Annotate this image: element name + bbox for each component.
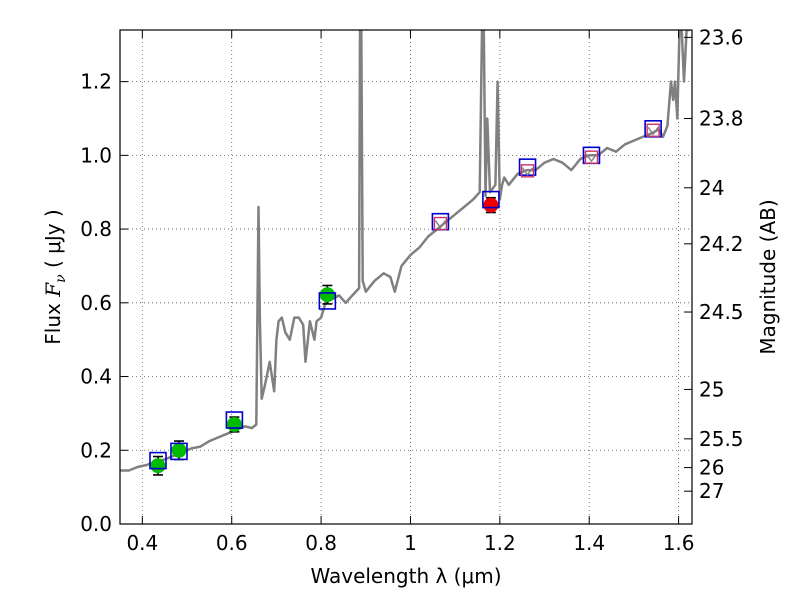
y-tick-label: 0.0 xyxy=(80,512,112,536)
upper-limit-arrow xyxy=(434,220,446,229)
mag-tick-label: 25 xyxy=(699,377,724,401)
mag-tick-label: 26 xyxy=(699,456,724,480)
mag-tick-label: 23.8 xyxy=(699,106,744,130)
axes-frame xyxy=(119,29,693,525)
synthetic-photometry-box xyxy=(170,442,188,461)
ticks: 0.4 0.6 0.8 1 1.2 1.4 1.6 0.0 0.2 0.4 0.6 0.8 1.0 1.2… xyxy=(80,25,743,555)
x-axis-label: Wavelength λ (μm) xyxy=(310,564,501,588)
data-point xyxy=(226,416,242,432)
synthetic-photometry-box xyxy=(482,190,500,209)
mag-tick-label: 27 xyxy=(699,479,724,503)
highlight-data-point xyxy=(483,197,499,213)
mag-tick-label: 24 xyxy=(699,176,724,200)
upper-limit-marker xyxy=(646,123,660,137)
upper-limit-arrow xyxy=(647,126,659,136)
y-axis-label-symbol: F xyxy=(41,282,65,298)
grid xyxy=(120,30,692,525)
x-tick-label: 1 xyxy=(404,531,417,555)
upper-limit-marker xyxy=(584,150,599,164)
x-tick-label: 0.6 xyxy=(216,531,248,555)
upper-limit-arrow xyxy=(521,167,534,177)
y-tick-label: 1.0 xyxy=(80,143,112,167)
plot-area xyxy=(120,30,690,476)
x-tick-label: 0.8 xyxy=(305,531,337,555)
x-tick-label: 1.6 xyxy=(663,531,695,555)
y-tick-label: 0.4 xyxy=(80,365,112,389)
y-axis-label-subscript: ν xyxy=(53,274,69,283)
upper-limit-marker xyxy=(433,216,448,231)
data-point xyxy=(171,442,187,458)
x-tick-label: 1.4 xyxy=(573,531,605,555)
mag-tick-label: 24.2 xyxy=(699,232,744,256)
y-axis-label-suffix: ( μJy ) xyxy=(41,209,65,274)
synthetic-photometry-box xyxy=(149,451,167,470)
model-spectrum-line xyxy=(120,30,690,472)
y-tick-label: 0.8 xyxy=(80,217,112,241)
right-axis-label: Magnitude (AB) xyxy=(756,199,780,354)
synthetic-photometry-box xyxy=(318,292,337,310)
upper-limit-marker xyxy=(520,164,535,178)
data-point xyxy=(150,458,166,474)
y-axis-label-prefix: Flux xyxy=(41,297,65,345)
mag-tick-label: 23.6 xyxy=(699,25,744,49)
x-tick-label: 1.2 xyxy=(484,531,516,555)
mag-tick-label: 24.5 xyxy=(699,300,744,324)
mag-tick-label: 25.5 xyxy=(699,427,744,451)
y-tick-label: 0.2 xyxy=(80,438,112,462)
synthetic-photometry-box xyxy=(225,411,244,429)
y-axis-label: Flux Fν ( μJy ) xyxy=(41,209,69,344)
x-tick-label: 0.4 xyxy=(126,531,158,555)
data-point xyxy=(319,287,335,303)
y-tick-label: 0.6 xyxy=(80,291,112,315)
upper-limit-arrow xyxy=(585,153,598,163)
y-tick-label: 1.2 xyxy=(80,70,112,94)
